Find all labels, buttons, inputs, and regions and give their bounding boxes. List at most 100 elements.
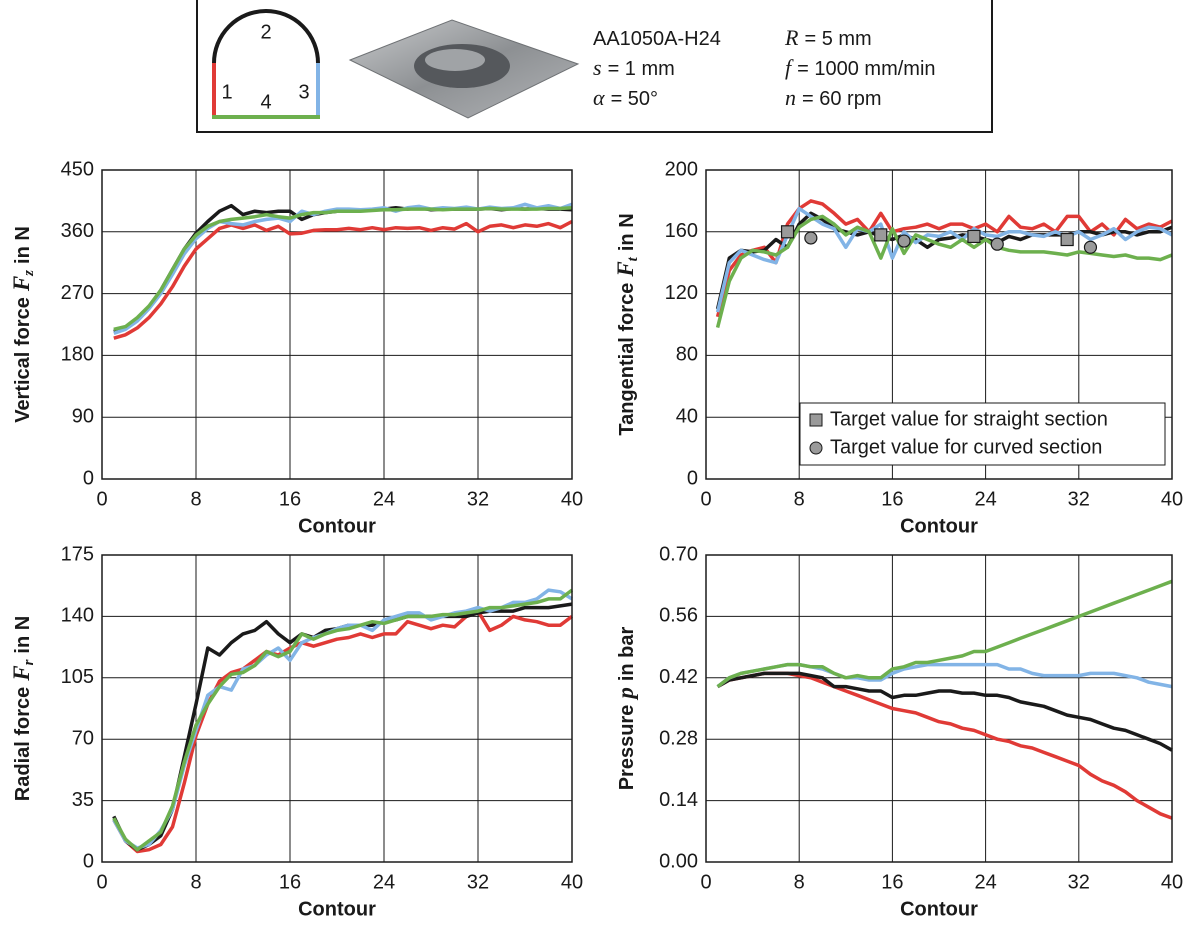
y-label-subscript: t (625, 256, 641, 261)
segment-label: 2 (260, 21, 271, 43)
header: 1 2 3 4 AA1050A-H24 s = 1 mmα = 50° R = 5 mm f = 10… (196, 0, 993, 133)
series-line (113, 219, 573, 340)
y-tick-label: 105 (61, 666, 94, 688)
part-highlight (425, 49, 485, 71)
y-label-subscript: z (21, 270, 37, 277)
legend-swatch (809, 441, 823, 455)
y-label-subscript: r (21, 659, 37, 665)
x-tick-label: 0 (96, 488, 107, 510)
y-label-symbol: F (9, 276, 34, 292)
parameter-symbol: α (593, 85, 605, 110)
parameter: α = 50° (593, 85, 658, 110)
target-square (967, 229, 981, 244)
parameter-symbol: n (785, 85, 796, 110)
x-tick-label: 24 (974, 488, 996, 510)
x-tick-label: 40 (1161, 871, 1183, 893)
y-tick-label: 0 (687, 467, 698, 489)
y-tick-label: 140 (61, 605, 94, 627)
parameter-value: = 60 rpm (802, 88, 881, 110)
x-tick-label: 32 (467, 871, 489, 893)
target-circle (990, 237, 1004, 251)
plot-area (102, 170, 572, 479)
header-box (196, 0, 993, 133)
series-line (715, 206, 1173, 313)
y-tick-label: 90 (72, 405, 94, 427)
y-label-text: in N (12, 616, 34, 654)
y-label-text: in N (616, 213, 638, 251)
y-label-text: Vertical force (12, 297, 34, 423)
parameter-value: = 5 mm (804, 28, 871, 50)
x-tick-label: 24 (373, 488, 395, 510)
x-tick-label: 24 (373, 871, 395, 893)
x-axis-label: Contour (900, 515, 978, 537)
parameter: AA1050A-H24 (593, 28, 721, 50)
y-tick-label: 0.56 (659, 605, 698, 627)
series-line (112, 588, 574, 852)
parameter: n = 60 rpm (785, 85, 881, 110)
parameter-symbol: f (785, 55, 794, 80)
y-label-text: in N (12, 226, 34, 264)
x-axis-label: Contour (298, 898, 376, 920)
y-axis-label: Tangential force Ft in N (613, 213, 641, 435)
parameter-symbol: s (593, 55, 602, 80)
target-square (874, 228, 888, 242)
x-tick-label: 40 (561, 488, 583, 510)
x-tick-label: 24 (974, 871, 996, 893)
subplot: 0 8 16 24 32 40 0 40 80 120 160 200 Contour Tangentia… (613, 158, 1183, 537)
target-circle (804, 231, 818, 245)
y-axis-label: Radial force Fr in N (9, 616, 37, 801)
x-tick-label: 16 (279, 871, 301, 893)
plot-frame (705, 554, 1173, 863)
parameter: f = 1000 mm/min (785, 55, 936, 80)
subplot: 0 8 16 24 32 40 0 35 70 105 140 175 Contour Radial fo… (9, 543, 583, 920)
parameter-value: = 1 mm (608, 58, 675, 80)
y-tick-label: 450 (61, 158, 94, 180)
legend-box (799, 402, 1166, 466)
parameter-value: = 50° (611, 88, 658, 110)
target-square (1060, 232, 1074, 247)
x-tick-label: 32 (1068, 488, 1090, 510)
y-tick-label: 270 (61, 282, 94, 304)
y-tick-label: 160 (665, 220, 698, 242)
series-line (113, 206, 573, 332)
y-tick-label: 0.00 (659, 850, 698, 872)
y-tick-label: 0.14 (659, 789, 698, 811)
x-tick-label: 40 (561, 871, 583, 893)
plot-frame (705, 169, 1173, 480)
y-tick-label: 70 (72, 727, 94, 749)
x-tick-label: 0 (96, 871, 107, 893)
x-tick-label: 32 (467, 488, 489, 510)
legend-label: Target value for curved section (830, 436, 1102, 458)
target-circle (897, 234, 911, 248)
segment-label: 4 (260, 91, 271, 113)
legend-label: Target value for straight section (830, 408, 1108, 430)
x-tick-label: 8 (794, 871, 805, 893)
y-tick-label: 200 (665, 158, 698, 180)
x-tick-label: 8 (190, 871, 201, 893)
y-label-symbol: F (613, 261, 638, 277)
y-tick-label: 35 (72, 789, 94, 811)
plot-area (102, 555, 572, 862)
x-tick-label: 0 (700, 871, 711, 893)
x-tick-label: 8 (794, 488, 805, 510)
parameter-symbol: R (784, 25, 799, 50)
plot-frame (101, 554, 573, 863)
x-tick-label: 32 (1068, 871, 1090, 893)
series-line (716, 579, 1173, 688)
target-circle (1083, 240, 1098, 254)
parameter: R = 5 mm (784, 25, 872, 50)
y-axis-label: Pressure p in bar (613, 626, 638, 790)
x-tick-label: 16 (881, 871, 903, 893)
y-tick-label: 0.70 (659, 543, 698, 565)
y-tick-label: 0.42 (659, 666, 698, 688)
y-label-text: Tangential force (616, 283, 638, 436)
y-tick-label: 120 (665, 282, 698, 304)
plot-frame (101, 169, 573, 480)
y-tick-label: 80 (676, 344, 698, 366)
plot-area (706, 555, 1172, 862)
series-line (112, 609, 574, 854)
y-label-text: in bar (616, 626, 638, 681)
parameter-value: = 1000 mm/min (797, 58, 935, 80)
x-axis-label: Contour (298, 515, 376, 537)
